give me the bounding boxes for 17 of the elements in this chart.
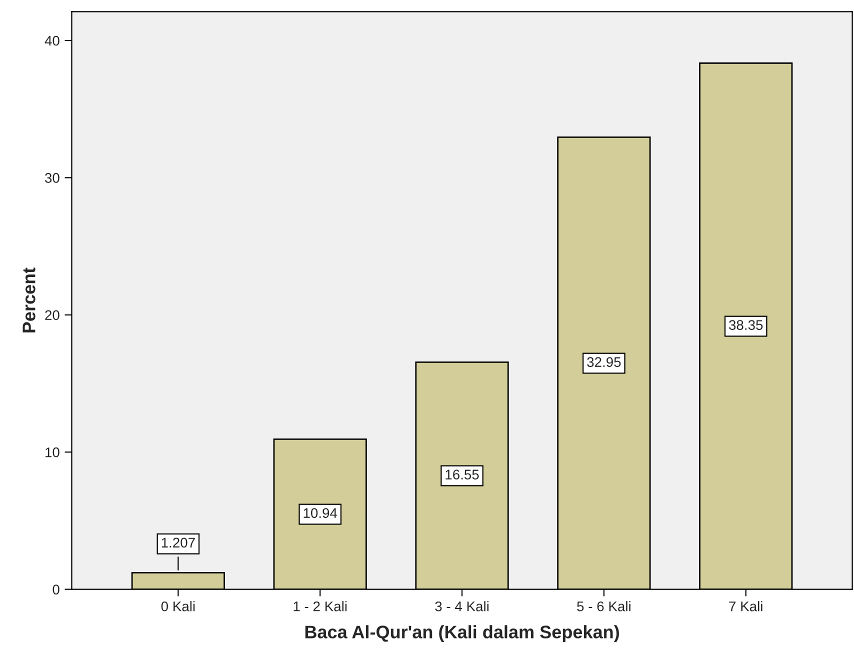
data-label: 32.95 [587,357,621,367]
data-label: 10.94 [304,508,338,518]
data-label: 1.207 [162,538,195,548]
x-tick-label: 1 - 2 Kali [294,601,347,612]
y-tick-label: 20 [45,310,60,320]
data-label: 38.35 [729,320,763,330]
y-tick-label: 10 [46,447,60,458]
x-tick-label: 0 Kali [161,601,195,612]
y-axis-title: Percent [22,268,36,332]
data-label: 16.55 [446,470,479,480]
y-tick-label: 40 [44,36,60,46]
x-tick-label: 5 - 6 Kali [577,601,630,612]
y-tick-label: 30 [45,173,60,183]
x-tick-label: 7 Kali [729,601,762,612]
x-axis-title: Baca Al-Qur'an (Kali dalam Sepekan) [305,625,619,642]
x-tick-label: 3 - 4 Kali [435,601,488,612]
y-tick-label: 0 [52,584,60,594]
